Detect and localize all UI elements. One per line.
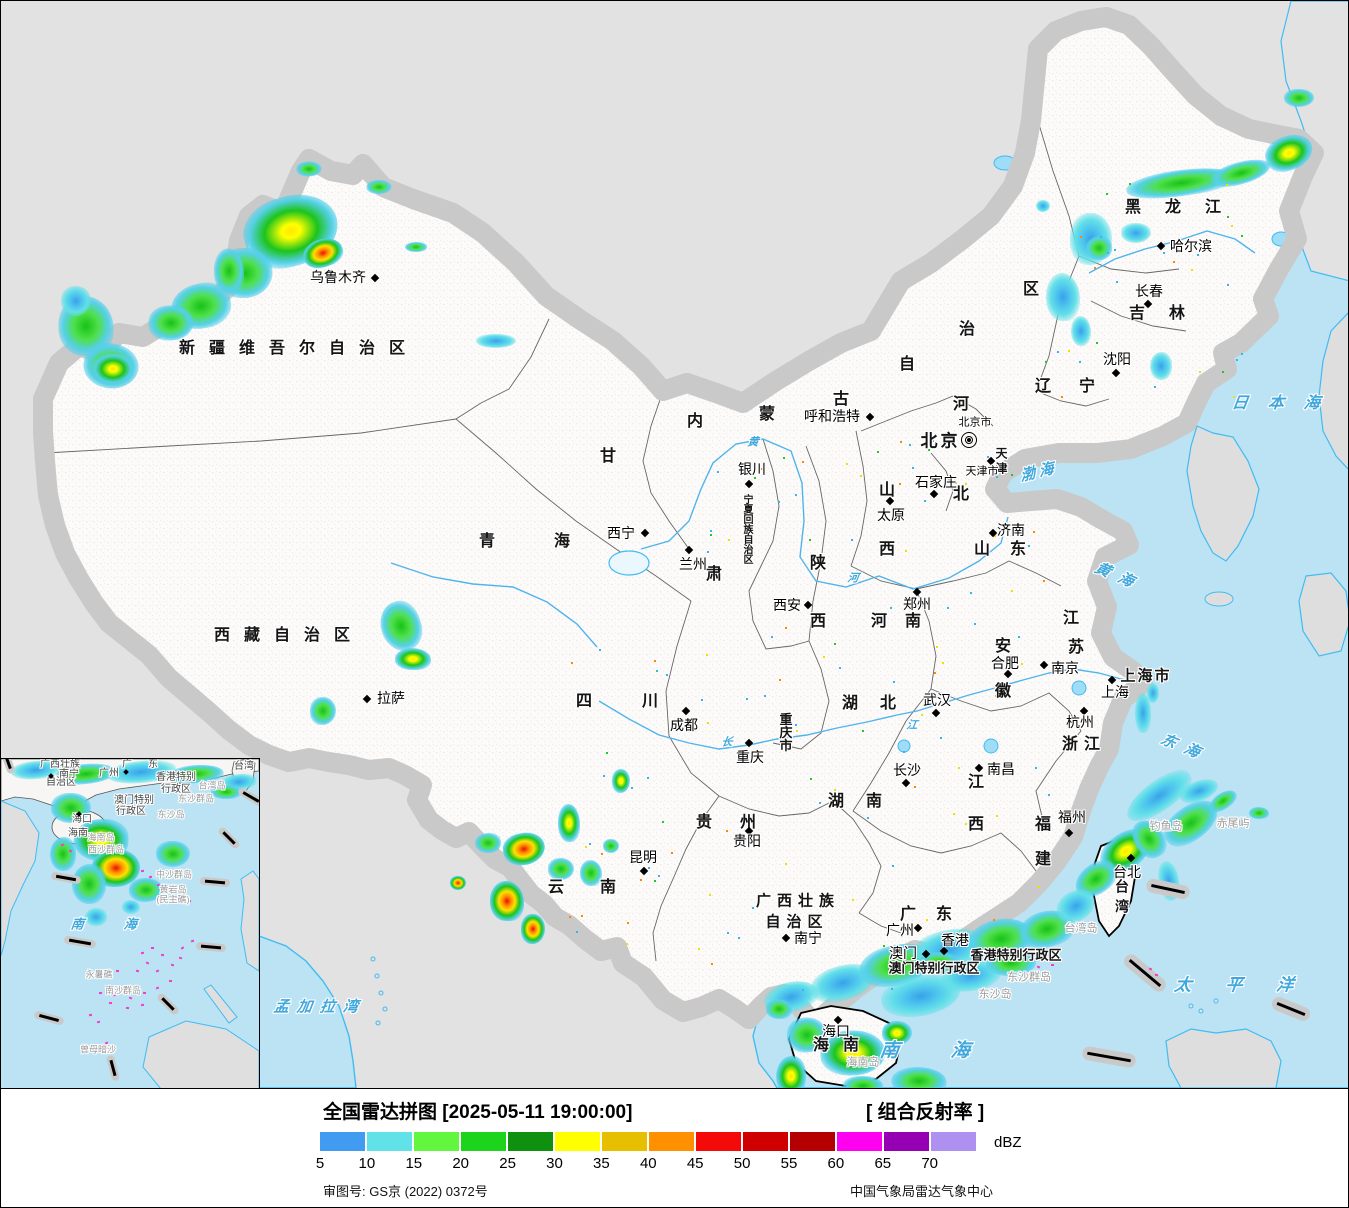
scale-tick: 40	[639, 1155, 657, 1172]
inset-indochina	[1, 800, 40, 957]
inset-hainan	[51, 809, 107, 845]
legend-panel: 全国雷达拼图 [2025-05-11 19:00:00] [ 组合反射率 ] d…	[1, 1089, 1348, 1207]
province-boundaries	[45, 120, 1187, 962]
scale-tick: 15	[405, 1155, 423, 1172]
inset-borneo	[142, 1020, 259, 1088]
scale-tick: 10	[358, 1155, 376, 1172]
color-scale-cell	[555, 1132, 600, 1151]
kyushu	[1298, 572, 1348, 657]
inset-base-geometry	[1, 759, 259, 1088]
reflectivity-color-scale	[320, 1132, 976, 1151]
color-scale-cell	[743, 1132, 788, 1151]
scale-tick: 25	[499, 1155, 516, 1172]
legend-title: 全国雷达拼图 [2025-05-11 19:00:00]	[323, 1102, 633, 1123]
scale-tick: 70	[921, 1155, 939, 1172]
honshu-sliver	[1318, 312, 1348, 470]
scale-tick: 65	[874, 1155, 892, 1172]
inset-palawan	[203, 984, 238, 1024]
poyang-lake	[983, 738, 999, 754]
babuyan-islets	[1188, 998, 1219, 1014]
color-scale-cell	[837, 1132, 882, 1151]
bay-of-bengal	[258, 934, 357, 1088]
inset-philippines	[240, 870, 259, 972]
color-scale-cell	[508, 1132, 553, 1151]
andaman-islets	[370, 956, 388, 1026]
scale-tick: 55	[780, 1155, 798, 1172]
color-scale-cell	[790, 1132, 835, 1151]
scale-tick: 45	[686, 1155, 704, 1172]
scale-tick: 20	[452, 1155, 470, 1172]
color-scale-cell	[414, 1132, 459, 1151]
color-scale-cell	[461, 1132, 506, 1151]
color-scale-cell	[602, 1132, 647, 1151]
rivers	[390, 230, 1256, 750]
korea	[1186, 425, 1260, 562]
issuing-agency: 中国气象局雷达气象中心	[850, 1184, 994, 1199]
color-scale-cell	[649, 1132, 694, 1151]
taihu-lake	[1071, 680, 1087, 696]
dbz-unit-label: dBZ	[994, 1134, 1022, 1151]
scale-tick: 60	[827, 1155, 845, 1172]
china-land	[43, 17, 1314, 1027]
dongting-lake	[897, 739, 911, 753]
south-china-sea-inset-map: 广西壮族 自治区广东广州 香港特别 行政区 澳门特别 行政区 台湾 南宁 海口 海南 台湾岛 东沙群岛…	[1, 758, 260, 1088]
scale-tick: 30	[546, 1155, 563, 1172]
color-scale-cell	[367, 1132, 412, 1151]
color-scale-cell	[696, 1132, 741, 1151]
china-radar-map: 新疆维吾尔自治区 西藏自治区青海甘肃内蒙古自治区黑龙江 吉林 辽宁河北山西山东 河南陕西…	[1, 1, 1348, 1089]
qinghai-lake	[608, 550, 650, 576]
jeju-island	[1204, 591, 1234, 607]
scale-tick: 35	[593, 1155, 610, 1172]
scale-tick: 50	[733, 1155, 751, 1172]
color-scale-cell	[884, 1132, 929, 1151]
luzon	[1165, 1028, 1282, 1088]
map-approval-number: 审图号: GS京 (2022) 0372号	[323, 1184, 488, 1199]
scale-tick: 5	[315, 1155, 325, 1172]
color-scale-cell	[931, 1132, 976, 1151]
legend-product-label: [ 组合反射率 ]	[866, 1102, 985, 1123]
color-scale-cell	[320, 1132, 365, 1151]
